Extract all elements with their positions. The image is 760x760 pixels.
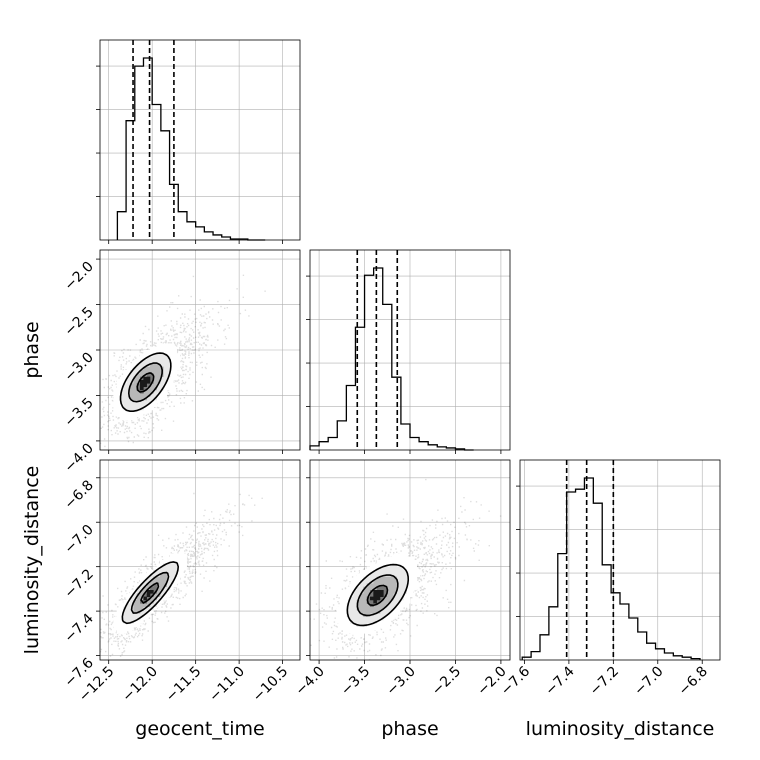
y-tick-label-phase-4: −2.0 — [61, 259, 96, 294]
density-level-0 — [336, 553, 421, 637]
density-level-4 — [370, 590, 384, 604]
panel-frame — [99, 459, 301, 661]
x-tick-label-geocent_time-4: −10.5 — [250, 664, 292, 706]
y-tick-label-luminosity_distance-1: −7.4 — [61, 611, 96, 646]
y-tick-label-luminosity_distance-4: −6.8 — [61, 477, 96, 512]
panel-frame — [519, 459, 721, 661]
x-tick-label-luminosity_distance-1: −7.4 — [542, 663, 577, 698]
y-tick-label-phase-0: −4.0 — [61, 440, 96, 475]
x-axis-label-geocent_time: geocent_time — [135, 718, 264, 740]
contour-2 — [119, 352, 172, 413]
x-tick-label-geocent_time-1: −12.0 — [119, 664, 161, 706]
x-axis-label-luminosity_distance: luminosity_distance — [526, 718, 715, 740]
contour-0 — [366, 584, 389, 607]
density-level-3 — [140, 583, 157, 604]
y-axis-label-phase: phase — [21, 321, 43, 378]
x-tick-label-luminosity_distance-3: −7.0 — [631, 664, 666, 699]
x-axis-label-phase: phase — [381, 718, 438, 740]
y-tick-label-luminosity_distance-2: −7.2 — [61, 566, 96, 601]
contour-1 — [128, 362, 163, 403]
hist-panel-geocent_time — [96, 39, 301, 241]
contour-0 — [136, 372, 155, 393]
contour-0 — [140, 582, 160, 604]
pair-panel-phase-luminosity_distance — [309, 459, 511, 661]
pair-panel-geocent_time-phase — [99, 249, 301, 451]
x-tick-label-geocent_time-2: −11.5 — [163, 664, 205, 706]
hist-panel-phase — [306, 249, 511, 451]
y-tick-label-luminosity_distance-3: −7.0 — [61, 522, 96, 557]
y-axis-label-luminosity_distance: luminosity_distance — [21, 466, 43, 655]
x-tick-label-luminosity_distance-2: −7.2 — [587, 664, 622, 699]
x-tick-label-phase-2: −3.0 — [383, 664, 418, 699]
histogram-luminosity_distance — [521, 477, 701, 660]
x-tick-label-phase-0: −4.0 — [293, 664, 328, 699]
density-level-0 — [113, 550, 187, 634]
x-tick-label-luminosity_distance-4: −6.8 — [676, 664, 711, 699]
density-level-4 — [140, 376, 151, 391]
histogram-geocent_time — [116, 57, 266, 241]
x-tick-label-phase-3: −2.5 — [429, 664, 464, 699]
pair-panel-geocent_time-luminosity_distance — [99, 459, 301, 661]
y-tick-label-phase-2: −3.0 — [61, 350, 96, 385]
scatter-points — [100, 274, 266, 450]
contour-2 — [346, 563, 410, 627]
y-tick-label-phase-1: −3.5 — [61, 395, 96, 430]
hist-panel-luminosity_distance — [516, 459, 721, 661]
y-tick-label-phase-3: −2.5 — [61, 304, 96, 339]
contour-2 — [121, 561, 180, 625]
contour-1 — [356, 574, 399, 617]
x-tick-label-phase-1: −3.5 — [338, 664, 373, 699]
contour-1 — [130, 571, 170, 614]
x-tick-label-geocent_time-3: −11.0 — [206, 664, 248, 706]
panel-frame — [99, 39, 301, 241]
density-level-4 — [143, 590, 154, 601]
histogram-phase — [309, 267, 474, 451]
